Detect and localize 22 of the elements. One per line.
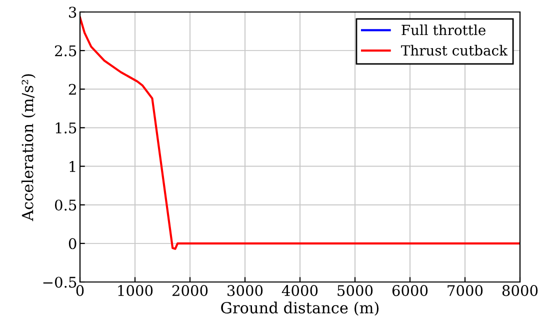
legend-label: Thrust cutback (401, 44, 508, 56)
x-tick-label: 8000 (502, 285, 538, 296)
x-tick-label: 7000 (448, 285, 483, 296)
y-tick-label: 3 (69, 6, 76, 18)
x-tick-label: 3000 (228, 285, 263, 296)
x-tick-label: 1000 (118, 285, 153, 296)
x-tick-label: 5000 (338, 285, 373, 296)
x-tick-label: 0 (76, 285, 84, 296)
y-tick-label: −0.5 (43, 276, 76, 288)
y-tick-label: 0.5 (54, 200, 76, 211)
y-tick-label: 2 (68, 84, 76, 95)
y-tick-label: 0 (68, 238, 76, 250)
y-tick-label: 2.5 (55, 45, 76, 56)
y-tick-label: 1.5 (56, 122, 76, 134)
y-tick-label: 1 (70, 161, 76, 172)
line-series (80, 16, 520, 250)
legend-label: Full throttle (402, 24, 486, 36)
x-tick-label: 2000 (172, 285, 208, 296)
x-tick-label: 4000 (282, 285, 318, 296)
y-axis-title: Acceleration (m/s²) (21, 74, 36, 222)
x-tick-label: 6000 (392, 285, 428, 296)
x-axis-title: Ground distance (m) (221, 302, 379, 316)
